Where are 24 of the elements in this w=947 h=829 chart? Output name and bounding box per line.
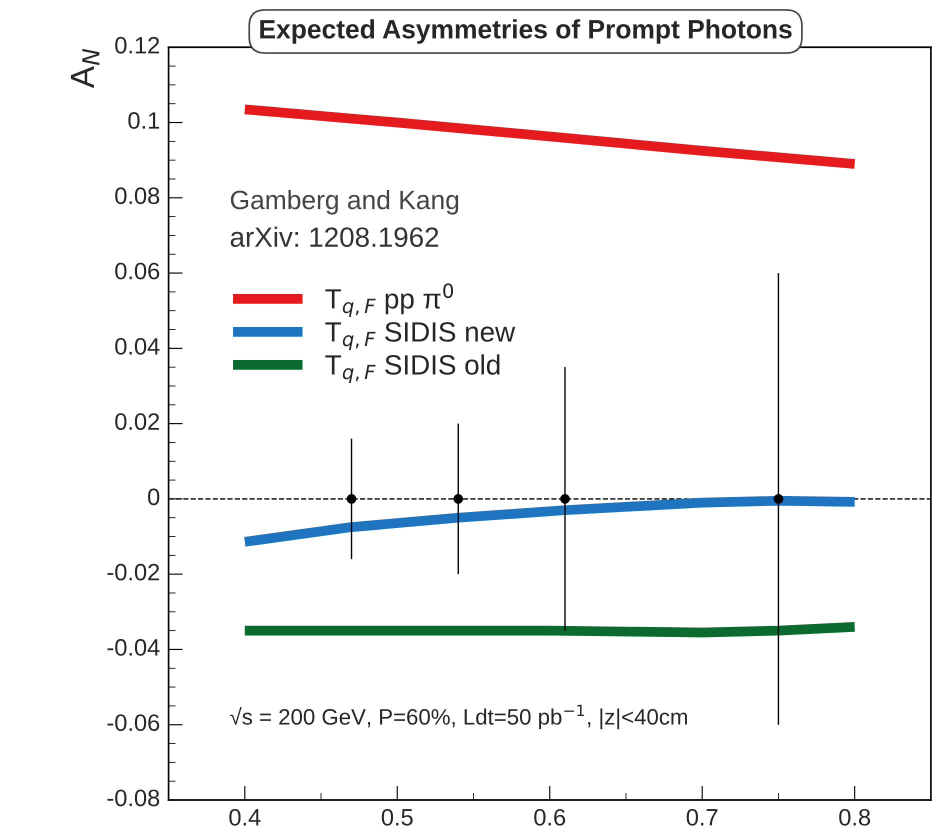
x-tick-label: 0.8 [839, 808, 870, 826]
chart-title: Expected Asymmetries of Prompt Photons [260, 19, 792, 44]
annotation: arXiv: 1208.1962 [230, 226, 438, 247]
y-tick-label: -0.08 [107, 790, 160, 806]
x-tick-label: 0.5 [382, 808, 413, 826]
y-tick-label: 0.12 [115, 36, 160, 54]
legend-label: T$_{q,F}$ SIDIS new [325, 322, 516, 350]
x-tick-label: 0.4 [229, 808, 261, 826]
y-axis-title: A$_{N}$ [70, 48, 100, 88]
y-tick-label: 0.02 [115, 413, 160, 430]
x-tick-label: 0.7 [686, 808, 718, 826]
x-tick-label: 0.6 [534, 808, 566, 826]
legend-label: T$_{q,F}$ pp π$^{0}$ [325, 283, 454, 317]
y-tick-label: -0.02 [107, 564, 160, 581]
y-tick-label: 0 [148, 488, 160, 506]
y-tick-label: -0.06 [107, 714, 160, 732]
y-tick-label: 0.1 [128, 112, 160, 129]
annotation: √s = 200 GeV, P=60%, Ldt=50 pb$^{−1}$, |z|<40cm [230, 704, 687, 730]
y-tick-label: -0.04 [107, 639, 160, 656]
y-tick-label: 0.04 [115, 338, 160, 355]
y-tick-label: 0.06 [115, 262, 160, 280]
annotation: Gamberg and Kang [230, 190, 458, 215]
legend-label: T$_{q,F}$ SIDIS old [325, 354, 500, 384]
y-tick-label: 0.08 [115, 187, 160, 204]
